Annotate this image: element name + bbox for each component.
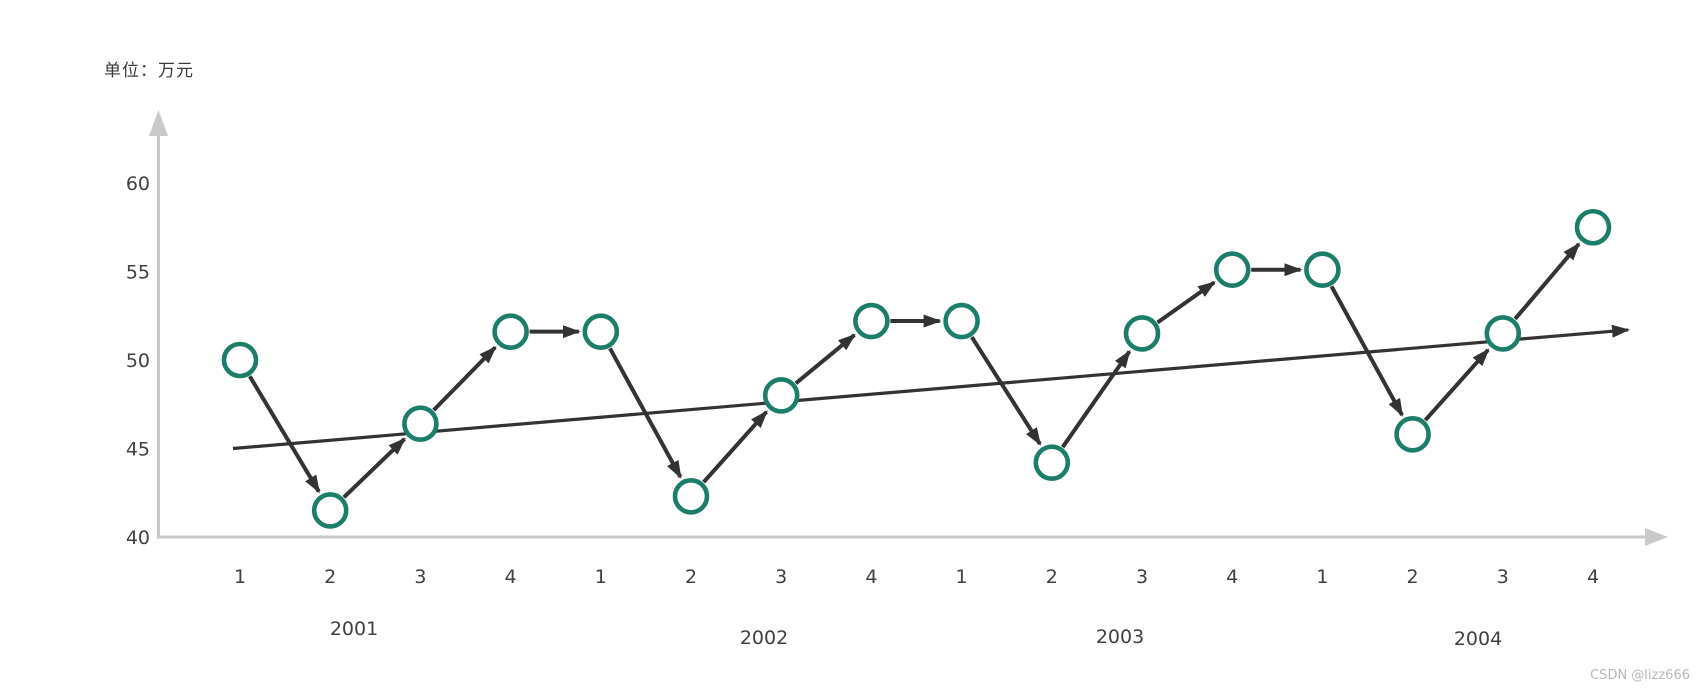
data-point-marker bbox=[1394, 416, 1431, 453]
flow-arrow bbox=[1423, 348, 1490, 422]
data-point-marker bbox=[1033, 444, 1071, 481]
year-label: 2003 bbox=[1096, 626, 1144, 648]
quarter-tick-label: 1 bbox=[1316, 566, 1328, 588]
y-tick-label: 60 bbox=[126, 173, 150, 195]
trend-line bbox=[232, 324, 1630, 451]
data-point-marker bbox=[1304, 251, 1341, 289]
data-point-marker bbox=[762, 377, 800, 414]
flow-arrow bbox=[970, 336, 1042, 446]
flow-arrow bbox=[794, 333, 856, 385]
flow-arrow bbox=[608, 347, 683, 479]
quarter-tick-label: 2 bbox=[324, 566, 336, 588]
watermark: CSDN @lizz666 bbox=[1590, 668, 1690, 683]
quarter-tick-label: 3 bbox=[1136, 566, 1148, 588]
data-point-marker bbox=[1213, 251, 1251, 289]
quarter-tick-label: 1 bbox=[234, 566, 246, 588]
data-point-marker bbox=[582, 313, 620, 350]
flow-arrow bbox=[1329, 285, 1404, 417]
quarter-tick-label: 3 bbox=[775, 566, 787, 588]
unit-label: 单位：万元 bbox=[104, 61, 194, 81]
x-axis-arrow-icon bbox=[1645, 528, 1668, 546]
y-tick-label: 50 bbox=[126, 350, 150, 372]
quarter-tick-label: 1 bbox=[956, 566, 968, 588]
quarter-tick-label: 3 bbox=[414, 566, 426, 588]
flow-arrow bbox=[248, 375, 321, 494]
data-point-marker bbox=[1484, 315, 1522, 352]
quarter-tick-label: 1 bbox=[595, 566, 607, 588]
flow-arrow bbox=[1061, 349, 1132, 449]
flow-arrow bbox=[432, 345, 497, 412]
y-tick-label: 45 bbox=[126, 439, 150, 461]
flow-arrow bbox=[1513, 242, 1581, 321]
quarter-tick-label: 4 bbox=[1587, 566, 1599, 588]
flow-arrow bbox=[702, 410, 769, 484]
quarter-tick-label: 4 bbox=[505, 566, 517, 588]
quarter-tick-label: 2 bbox=[685, 566, 697, 588]
data-point-marker bbox=[853, 302, 890, 340]
data-point-marker bbox=[1574, 208, 1612, 246]
data-point-marker bbox=[311, 492, 349, 529]
quarter-tick-label: 4 bbox=[865, 566, 877, 588]
y-tick-label: 40 bbox=[126, 527, 150, 549]
data-point-marker bbox=[943, 302, 980, 340]
quarter-tick-label: 3 bbox=[1497, 566, 1509, 588]
y-axis-arrow-icon bbox=[149, 110, 168, 136]
y-tick-label: 55 bbox=[126, 262, 150, 284]
year-label: 2004 bbox=[1454, 628, 1502, 650]
flow-arrow bbox=[342, 437, 406, 499]
quarter-tick-label: 2 bbox=[1046, 566, 1058, 588]
year-label: 2001 bbox=[330, 618, 378, 640]
data-point-marker bbox=[1123, 315, 1161, 352]
year-label: 2002 bbox=[740, 627, 788, 649]
data-point-marker bbox=[221, 341, 259, 379]
data-point-marker bbox=[402, 405, 439, 443]
data-point-marker bbox=[672, 477, 710, 515]
data-point-marker bbox=[492, 313, 529, 350]
quarter-tick-label: 4 bbox=[1226, 566, 1238, 588]
flow-arrow bbox=[1156, 280, 1216, 325]
quarter-tick-label: 2 bbox=[1407, 566, 1419, 588]
